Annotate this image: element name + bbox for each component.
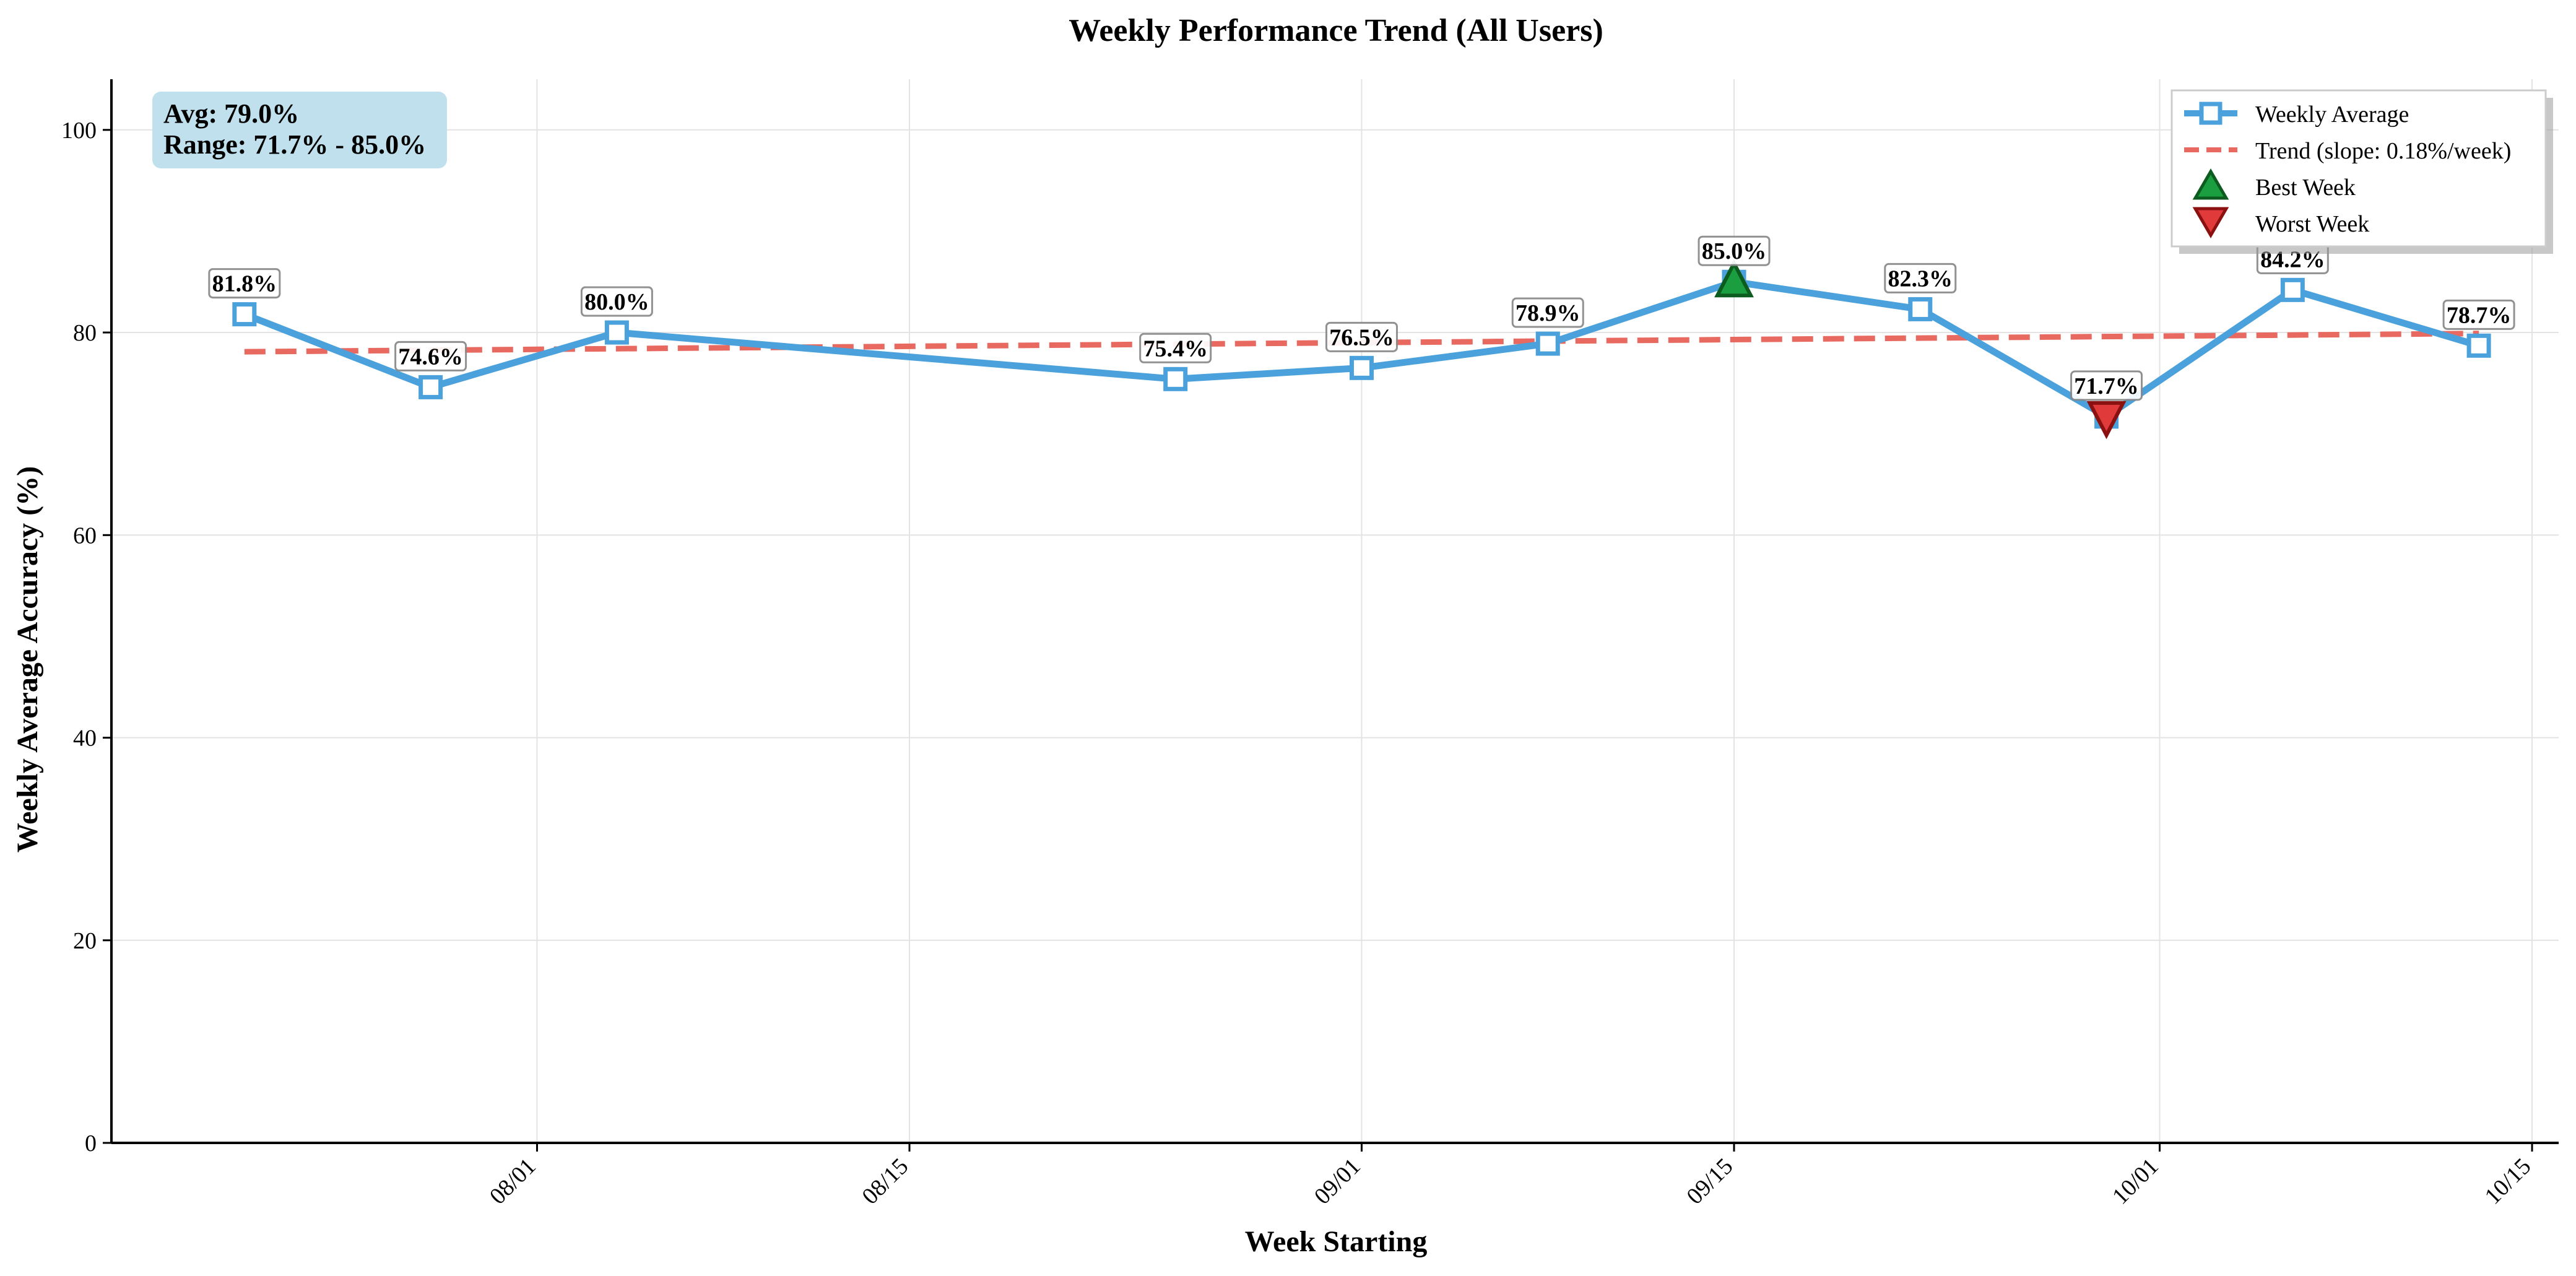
y-tick-label: 20 <box>73 928 97 954</box>
y-axis-label: Weekly Average Accuracy (%) <box>11 466 44 853</box>
weekly-average-point <box>1535 331 1560 356</box>
data-label-box <box>580 286 653 317</box>
weekly-average-point <box>1349 355 1374 380</box>
grid <box>111 79 2559 1144</box>
worst-week-marker <box>2086 401 2127 440</box>
legend-item-best-week: Best Week <box>2192 168 2356 201</box>
weekly-average-point <box>2280 277 2305 302</box>
data-label: 78.9% <box>1516 300 1581 326</box>
y-tick-label: 40 <box>73 726 97 752</box>
data-label: 74.6% <box>398 344 463 370</box>
weekly-average-point <box>2466 333 2491 358</box>
legend-label-best-week: Best Week <box>2255 175 2356 201</box>
data-label: 78.7% <box>2447 302 2512 328</box>
data-label: 80.0% <box>584 289 649 315</box>
y-tick-label: 80 <box>73 320 97 346</box>
data-label: 71.7% <box>2074 373 2139 399</box>
data-label: 76.5% <box>1329 324 1394 350</box>
chart-title: Weekly Performance Trend (All Users) <box>1069 13 1603 48</box>
data-label: 81.8% <box>212 271 277 297</box>
stats-box-background <box>152 92 447 168</box>
y-axis-ticks: 0 20 40 60 80 100 <box>61 118 111 1157</box>
legend-label-weekly-average: Weekly Average <box>2255 102 2409 128</box>
stats-box: Avg: 79.0% Range: 71.7% - 85.0% <box>152 92 447 168</box>
legend-label-trend: Trend (slope: 0.18%/week) <box>2255 138 2511 164</box>
data-label-box <box>1325 321 1398 352</box>
data-label: 82.3% <box>1888 266 1953 292</box>
y-tick-label: 0 <box>85 1131 97 1157</box>
legend: Weekly Average Trend (slope: 0.18%/week)… <box>2171 89 2553 254</box>
data-label-box <box>1139 332 1212 363</box>
legend-label-worst-week: Worst Week <box>2255 211 2369 237</box>
data-label-box <box>2442 299 2515 330</box>
legend-item-weekly-average: Weekly Average <box>2184 102 2409 128</box>
weekly-average-point <box>1908 297 1933 321</box>
data-label: 75.4% <box>1143 336 1208 362</box>
y-tick-label: 100 <box>61 118 97 144</box>
data-label-box <box>1884 263 1957 293</box>
weekly-average-point <box>418 375 443 399</box>
weekly-average-point <box>604 320 629 345</box>
data-labels: 81.8% 74.6% 80.0% 75.4% 76.5% 78.9% 85.0% 82.3%… <box>208 235 2515 401</box>
legend-item-trend: Trend (slope: 0.18%/week) <box>2184 138 2511 164</box>
weekly-average-point <box>232 302 257 327</box>
stats-range: Range: 71.7% - 85.0% <box>163 129 426 160</box>
data-label-box <box>2070 370 2143 401</box>
data-label-box <box>208 268 281 299</box>
data-label-box <box>394 341 467 371</box>
legend-item-worst-week: Worst Week <box>2192 207 2369 238</box>
stats-average: Avg: 79.0% <box>163 98 299 129</box>
weekly-average-point <box>1163 367 1188 391</box>
data-label-box <box>1698 235 1771 266</box>
y-tick-label: 60 <box>73 523 97 549</box>
data-label-box <box>1511 297 1584 328</box>
data-label: 85.0% <box>1702 238 1767 264</box>
x-axis-label: Week Starting <box>1245 1225 1428 1258</box>
best-week-marker <box>1714 259 1754 298</box>
axes <box>110 79 2559 1144</box>
